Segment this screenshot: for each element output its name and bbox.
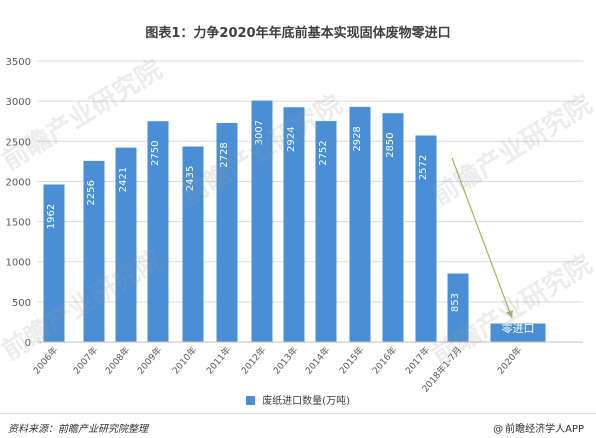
- bar: [447, 273, 469, 342]
- bar: [115, 147, 137, 342]
- x-tick-label: 2006年: [31, 344, 61, 376]
- data-label: 3007: [254, 120, 265, 145]
- x-tick-label: 2008年: [103, 344, 133, 376]
- data-label: 2572: [418, 155, 429, 180]
- data-label: 2728: [219, 142, 230, 167]
- bar: [83, 160, 105, 342]
- data-label: 2850: [385, 132, 396, 157]
- bar: [251, 100, 273, 342]
- x-tick-label: 2009年: [135, 344, 165, 376]
- x-tick-label: 2020年: [495, 344, 525, 376]
- y-tick-label: 1000: [6, 258, 31, 269]
- x-tick-label: 2017年: [403, 344, 433, 376]
- legend-swatch: [246, 396, 255, 405]
- y-tick-label: 0: [25, 338, 31, 349]
- source-note: 资料来源：前瞻产业研究院整理: [8, 424, 148, 435]
- x-tick-label: 2014年: [303, 344, 333, 376]
- brand-note: @ 前瞻经济学人APP: [493, 420, 584, 435]
- legend-label: 废纸进口数量(万吨): [262, 396, 350, 407]
- x-tick-label: 2010年: [170, 344, 200, 376]
- data-label: 1962: [46, 204, 57, 229]
- x-tick-label: 2015年: [337, 344, 367, 376]
- y-tick-label: 3500: [6, 57, 31, 68]
- data-label: 2435: [185, 166, 196, 191]
- bar: [182, 146, 204, 342]
- bar: [216, 122, 238, 343]
- bar: [382, 113, 404, 342]
- x-tick-label: 2011年: [204, 344, 234, 376]
- brand-text: 前瞻经济学人APP: [505, 424, 584, 435]
- trend-arrow: [451, 157, 513, 319]
- data-label: 2256: [86, 180, 97, 205]
- y-tick-label: 3000: [6, 97, 31, 108]
- footer: 资料来源：前瞻产业研究院整理 @ 前瞻经济学人APP: [0, 413, 596, 438]
- data-label: 零进口: [502, 322, 535, 335]
- bar: [415, 135, 437, 342]
- chart-legend: 废纸进口数量(万吨): [0, 392, 596, 407]
- data-label: 2421: [118, 167, 129, 192]
- bar: [43, 184, 65, 342]
- bar: [349, 106, 371, 342]
- data-label: 2928: [352, 126, 363, 151]
- bar: [147, 121, 169, 342]
- chart-title: 图表1：力争2020年年底前基本实现固体废物零进口: [145, 26, 451, 41]
- x-tick-label: 2012年: [239, 344, 269, 376]
- y-tick-label: 500: [12, 298, 31, 309]
- x-tick-label: 2016年: [370, 344, 400, 376]
- y-tick-label: 2500: [6, 137, 31, 148]
- brand-logo-icon: @: [493, 424, 504, 435]
- y-tick-label: 2000: [6, 177, 31, 188]
- data-label: 2750: [150, 140, 161, 165]
- bar: [315, 121, 337, 342]
- bar: [490, 323, 546, 342]
- data-label: 853: [450, 293, 461, 312]
- x-tick-label: 2013年: [271, 344, 301, 376]
- y-tick-label: 1500: [6, 218, 31, 229]
- data-label: 2752: [318, 140, 329, 165]
- data-label: 2924: [286, 127, 297, 152]
- x-tick-label: 2007年: [71, 344, 101, 376]
- bar: [283, 107, 305, 342]
